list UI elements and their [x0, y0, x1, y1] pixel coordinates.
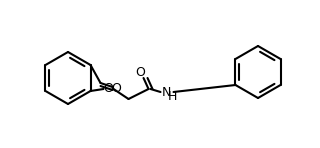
Text: N: N	[162, 86, 171, 99]
Text: O: O	[112, 82, 122, 95]
Text: H: H	[168, 90, 177, 103]
Text: O: O	[104, 82, 114, 95]
Text: O: O	[136, 66, 146, 79]
